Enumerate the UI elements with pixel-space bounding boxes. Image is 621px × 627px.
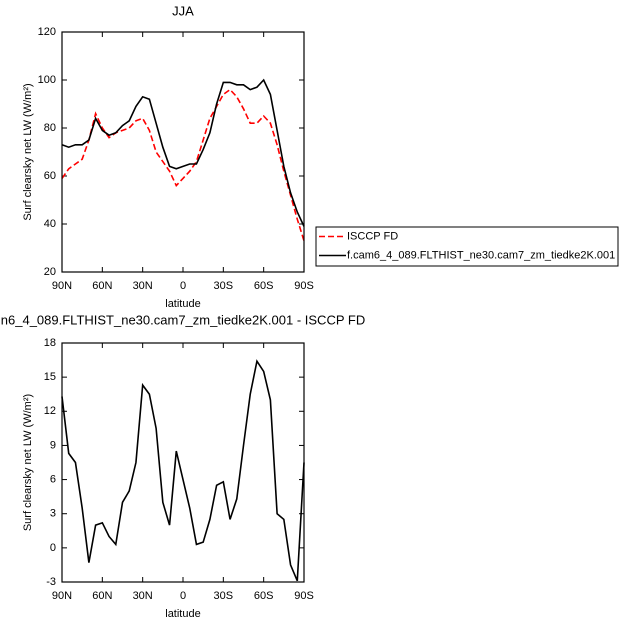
x-tick-label: 0 <box>180 280 186 292</box>
y-tick-label: 15 <box>44 371 56 383</box>
x-tick-label: 0 <box>180 590 186 602</box>
x-tick-label: 60N <box>92 280 112 292</box>
y-tick-label: 20 <box>44 266 56 278</box>
legend-label: f.cam6_4_089.FLTHIST_ne30.cam7_zm_tiedke… <box>347 249 615 261</box>
y-tick-label: 9 <box>50 439 56 451</box>
y-tick-label: 60 <box>44 170 56 182</box>
x-tick-label: 60S <box>254 590 274 602</box>
y-axis-label: Surf clearsky net LW (W/m²) <box>22 83 34 220</box>
x-tick-label: 90N <box>52 590 72 602</box>
y-tick-label: 3 <box>50 508 56 520</box>
x-tick-label: 90S <box>294 590 314 602</box>
y-tick-label: -3 <box>46 576 56 588</box>
y-tick-label: 80 <box>44 122 56 134</box>
y-tick-label: 12 <box>44 405 56 417</box>
x-axis-label: latitude <box>165 608 200 620</box>
plot-frame <box>61 342 305 583</box>
legend-box <box>315 226 619 267</box>
data-line <box>61 88 305 242</box>
data-line <box>61 359 305 582</box>
y-tick-label: 120 <box>38 26 56 38</box>
x-tick-label: 90S <box>294 280 314 292</box>
y-axis-label: Surf clearsky net LW (W/m²) <box>22 394 34 531</box>
y-tick-label: 18 <box>44 337 56 349</box>
y-tick-label: 40 <box>44 218 56 230</box>
legend-label: ISCCP FD <box>347 230 398 242</box>
data-line <box>61 78 305 227</box>
y-tick-label: 0 <box>50 542 56 554</box>
plot-frame <box>61 31 305 273</box>
x-tick-label: 60S <box>254 280 274 292</box>
x-tick-label: 90N <box>52 280 72 292</box>
x-tick-label: 30N <box>133 280 153 292</box>
x-tick-label: 60N <box>92 590 112 602</box>
y-tick-label: 6 <box>50 473 56 485</box>
y-tick-label: 100 <box>38 74 56 86</box>
x-axis-label: latitude <box>165 298 200 310</box>
x-tick-label: 30S <box>214 280 234 292</box>
x-tick-label: 30S <box>214 590 234 602</box>
chart-title: n6_4_089.FLTHIST_ne30.cam7_zm_tiedke2K.0… <box>1 312 365 327</box>
chart-title: JJA <box>172 3 194 18</box>
x-tick-label: 30N <box>133 590 153 602</box>
